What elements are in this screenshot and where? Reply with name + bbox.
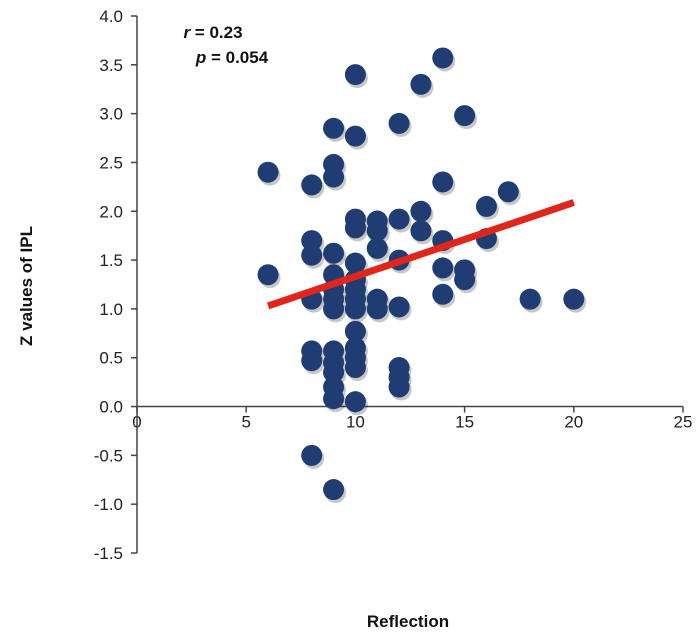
data-point bbox=[301, 444, 323, 466]
data-point bbox=[454, 269, 476, 291]
x-tick-label: 10 bbox=[346, 413, 365, 432]
p-annotation: p = 0.054 bbox=[195, 48, 269, 67]
data-point bbox=[388, 376, 410, 398]
y-tick-label: 1.0 bbox=[99, 300, 123, 319]
data-point bbox=[323, 361, 345, 383]
x-axis-title: Reflection bbox=[367, 612, 449, 631]
y-tick-label: -1.5 bbox=[94, 544, 123, 563]
x-tick-label: 20 bbox=[564, 413, 583, 432]
data-point bbox=[366, 237, 388, 259]
data-point bbox=[301, 230, 323, 252]
data-point bbox=[323, 479, 345, 501]
data-point bbox=[301, 244, 323, 266]
data-point bbox=[301, 174, 323, 196]
data-point bbox=[344, 356, 366, 378]
data-point bbox=[497, 181, 519, 203]
data-point bbox=[344, 252, 366, 274]
y-tick-label: 4.0 bbox=[99, 7, 123, 26]
y-tick-label: 2.0 bbox=[99, 202, 123, 221]
data-point bbox=[410, 73, 432, 95]
r-annotation: r = 0.23 bbox=[183, 23, 242, 42]
data-point bbox=[519, 288, 541, 310]
x-tick-label: 5 bbox=[241, 413, 250, 432]
data-point bbox=[344, 217, 366, 239]
y-tick-label: 3.0 bbox=[99, 105, 123, 124]
data-point bbox=[344, 320, 366, 342]
data-point bbox=[432, 283, 454, 305]
data-point bbox=[301, 350, 323, 372]
data-point bbox=[432, 257, 454, 279]
data-point bbox=[454, 105, 476, 127]
p-value: = 0.054 bbox=[206, 48, 268, 67]
r-value: = 0.23 bbox=[190, 23, 242, 42]
data-point bbox=[323, 166, 345, 188]
y-axis-ticks: -1.5 -1.0 -0.5 0.0 0.5 1.0 1.5 2.0 2.5 3.0 3.5 4.0 bbox=[94, 7, 137, 563]
data-point bbox=[388, 296, 410, 318]
data-point bbox=[388, 112, 410, 134]
r-symbol: r bbox=[183, 23, 191, 42]
data-point bbox=[257, 161, 279, 183]
x-tick-label: 15 bbox=[455, 413, 474, 432]
data-point bbox=[432, 171, 454, 193]
p-symbol: p bbox=[195, 48, 206, 67]
data-point bbox=[410, 220, 432, 242]
trend-line bbox=[266, 199, 575, 310]
data-point bbox=[344, 391, 366, 413]
data-point bbox=[323, 388, 345, 410]
data-point bbox=[563, 288, 585, 310]
y-tick-label: -0.5 bbox=[94, 446, 123, 465]
y-axis-title: Z values of IPL bbox=[17, 226, 36, 346]
data-point bbox=[257, 264, 279, 286]
data-point bbox=[432, 47, 454, 69]
y-tick-label: 1.5 bbox=[99, 251, 123, 270]
x-tick-label: 25 bbox=[674, 413, 693, 432]
y-tick-label: 0.5 bbox=[99, 349, 123, 368]
y-tick-label: -1.0 bbox=[94, 495, 123, 514]
data-point bbox=[323, 298, 345, 320]
data-point bbox=[344, 298, 366, 320]
y-tick-label: 0.0 bbox=[99, 398, 123, 417]
data-point bbox=[323, 242, 345, 264]
data-point bbox=[344, 125, 366, 147]
data-point bbox=[366, 298, 388, 320]
y-tick-label: 2.5 bbox=[99, 153, 123, 172]
y-tick-label: 3.5 bbox=[99, 56, 123, 75]
data-point bbox=[323, 117, 345, 139]
data-point bbox=[388, 208, 410, 230]
data-point bbox=[366, 220, 388, 242]
data-point bbox=[344, 64, 366, 86]
data-points bbox=[257, 47, 587, 504]
data-point bbox=[475, 195, 497, 217]
data-point bbox=[410, 200, 432, 222]
